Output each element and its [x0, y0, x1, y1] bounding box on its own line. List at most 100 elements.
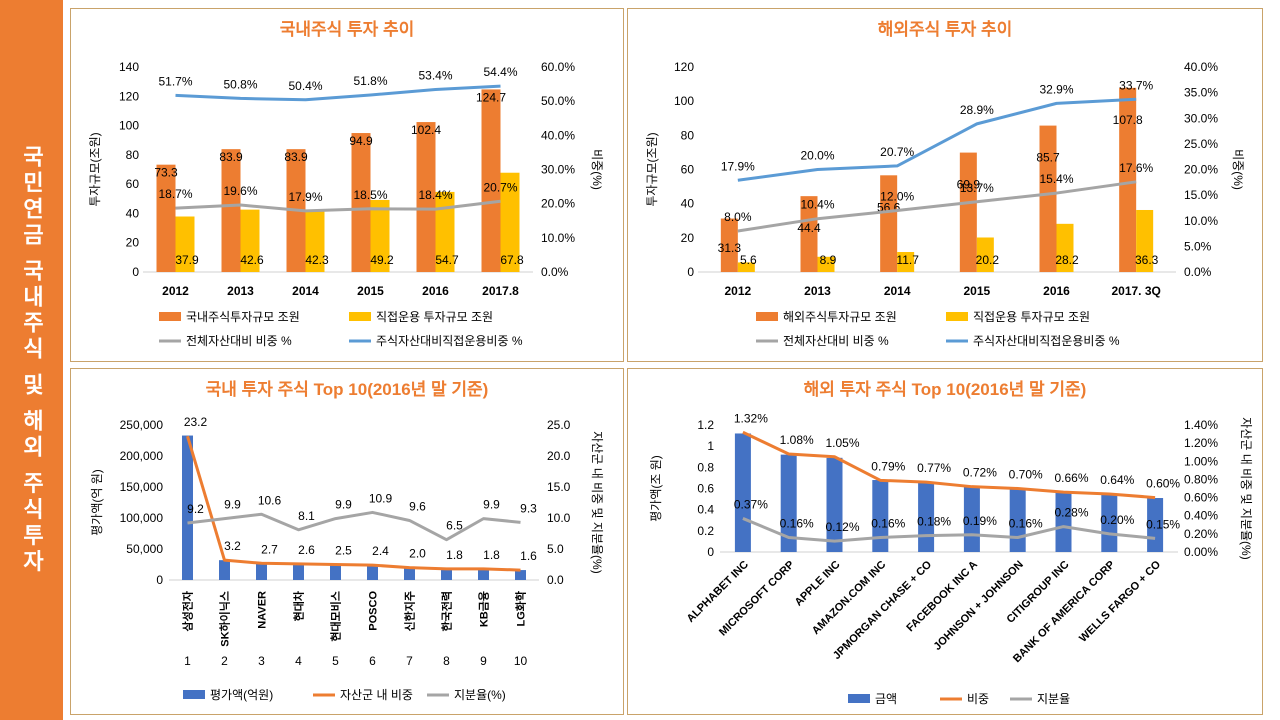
- bar-data-label: 42.3: [305, 253, 329, 267]
- bar: [720, 218, 738, 272]
- bar: [780, 454, 797, 552]
- bar: [221, 149, 241, 272]
- category-label: 2016: [1043, 284, 1070, 298]
- bar: [976, 237, 994, 272]
- y-tick-label: 40: [681, 197, 695, 211]
- y2-tick-label: 1.00%: [1184, 454, 1218, 468]
- line-data-label: 9.2: [187, 502, 204, 516]
- y2-tick-label: 0.20%: [1184, 527, 1218, 541]
- line-data-label: 2.4: [372, 544, 389, 558]
- y-tick-label: 0.8: [697, 460, 714, 474]
- legend-label: 비중: [967, 692, 989, 706]
- y-tick-label: 50,000: [126, 542, 163, 556]
- category-label: KB금융: [478, 591, 491, 627]
- line-data-label: 9.3: [520, 501, 537, 515]
- line-data-label: 32.9%: [1039, 82, 1073, 96]
- bar: [500, 172, 520, 272]
- category-label: SK하이닉스: [218, 591, 232, 647]
- bar: [880, 175, 898, 272]
- y2-tick-label: 20.0%: [1184, 163, 1218, 177]
- y-tick-label: 100,000: [120, 511, 164, 525]
- bar: [1039, 125, 1057, 273]
- category-label: 2012: [724, 284, 751, 298]
- rank-label: 8: [443, 654, 450, 668]
- bar-data-label: 20.2: [976, 253, 1000, 267]
- category-label: POSCO: [368, 591, 380, 631]
- y-tick-label: 0: [687, 265, 694, 279]
- category-label: WELLS FARGO + CO: [1077, 558, 1163, 644]
- bar-data-label: 67.8: [500, 253, 524, 267]
- y2-axis-title: 비중(%): [590, 149, 604, 190]
- bar-data-label: 5.6: [740, 253, 757, 267]
- panel-domestic-top10: 국내 투자 주식 Top 10(2016년 말 기준) 0 50,000 100,00…: [70, 368, 624, 715]
- line-data-label: 0.70%: [1009, 468, 1043, 482]
- y2-tick-label: 25.0: [547, 418, 571, 432]
- line-data-label: 18.4%: [418, 188, 452, 202]
- y-tick-label: 0: [707, 545, 714, 559]
- line-data-label: 18.5%: [353, 188, 387, 202]
- bar: [330, 564, 341, 580]
- legend-label: 해외주식투자규모 조원: [783, 310, 897, 324]
- bar: [826, 457, 843, 552]
- y2-tick-label: 30.0%: [541, 163, 575, 177]
- y2-tick-label: 30.0%: [1184, 111, 1218, 125]
- category-label: 2012: [162, 284, 189, 298]
- line-data-label: 0.79%: [871, 459, 905, 473]
- line-data-label: 1.6: [520, 549, 537, 563]
- line-data-label: 0.60%: [1146, 477, 1180, 491]
- legend-label: 전체자산대비 비중 %: [783, 334, 889, 348]
- line-data-label: 20.7%: [880, 145, 914, 159]
- bar-data-label: 124.7: [476, 90, 506, 104]
- y2-tick-label: 40.0%: [541, 128, 575, 142]
- legend-label: 직접운용 투자규모 조원: [376, 310, 493, 324]
- bar-data-label: 44.4: [797, 221, 821, 235]
- line-data-label: 33.7%: [1119, 78, 1153, 92]
- bar: [441, 568, 452, 580]
- sidebar: 국민연금 국내주식 및 해외 주식투자: [0, 0, 63, 720]
- y2-tick-label: 15.0: [547, 480, 571, 494]
- line-data-label: 1.08%: [780, 433, 814, 447]
- line-data-label: 2.7: [261, 542, 278, 556]
- category-label: MICROSOFT CORP: [717, 559, 797, 639]
- line-data-label: 53.4%: [418, 69, 452, 83]
- y2-tick-label: 20.0%: [541, 197, 575, 211]
- line-data-label: 9.6: [409, 499, 426, 513]
- bar-data-label: 42.6: [240, 253, 264, 267]
- chart-title: 국내주식 투자 추이: [280, 20, 415, 39]
- panel-overseas-top10: 해외 투자 주식 Top 10(2016년 말 기준) 0 0.2 0.4 0.6 0.8…: [627, 368, 1263, 715]
- series-line: [187, 510, 521, 542]
- line-data-label: 0.20%: [1100, 513, 1134, 527]
- category-label: 2013: [227, 284, 254, 298]
- category-label: 삼성전자: [181, 590, 195, 631]
- series-line: [742, 517, 1156, 543]
- y-tick-label: 1: [707, 439, 714, 453]
- sidebar-title: 국민연금 국내주식 및 해외 주식투자: [19, 144, 45, 576]
- line-data-label: 0.16%: [1009, 516, 1043, 530]
- y-tick-label: 80: [126, 148, 140, 162]
- rank-label: 6: [369, 654, 376, 668]
- y-tick-label: 200,000: [120, 449, 164, 463]
- series-line: [737, 97, 1137, 182]
- category-label: 한국전력: [440, 591, 454, 631]
- bar-data-label: 73.3: [154, 166, 178, 180]
- y-tick-label: 140: [119, 60, 139, 74]
- y-tick-label: 20: [681, 231, 695, 245]
- y2-tick-label: 50.0%: [541, 94, 575, 108]
- y2-tick-label: 5.0%: [1184, 239, 1212, 253]
- line-data-label: 0.16%: [871, 516, 905, 530]
- line-data-label: 0.19%: [963, 514, 997, 528]
- line-data-label: 17.9%: [721, 159, 755, 173]
- category-label: 2015: [963, 284, 990, 298]
- y2-tick-label: 1.40%: [1184, 418, 1218, 432]
- category-label: NAVER: [257, 591, 269, 629]
- line-data-label: 19.6%: [223, 184, 257, 198]
- line-data-label: 0.72%: [963, 466, 997, 480]
- legend-swatch: [183, 690, 205, 699]
- bar: [175, 216, 195, 272]
- panel-overseas-trend: 해외주식 투자 추이 0 20 40 60 80 100 120 0.0% 5.0% 10.0% 15…: [627, 8, 1263, 362]
- y-tick-label: 0: [132, 265, 139, 279]
- bar-data-label: 36.3: [1135, 253, 1159, 267]
- bar: [1056, 223, 1074, 272]
- bar: [182, 435, 193, 580]
- rank-label: 9: [480, 654, 487, 668]
